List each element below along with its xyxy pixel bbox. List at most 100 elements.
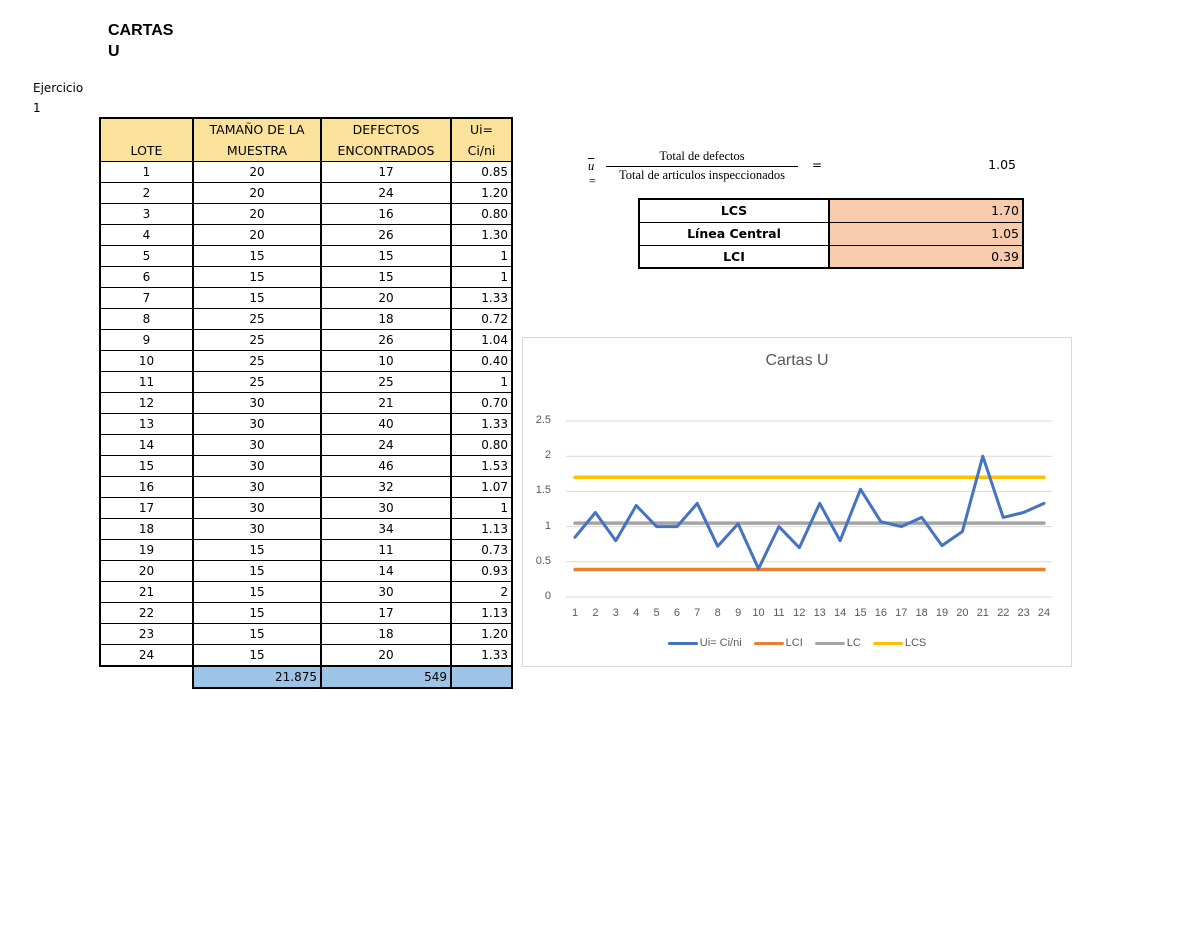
cell-lote[interactable]: 21 (99, 581, 194, 603)
cell-tamano[interactable]: 15 (192, 560, 322, 582)
cell-lote[interactable]: 1 (99, 161, 194, 183)
cell-ui[interactable]: 1 (450, 245, 513, 267)
limit-label[interactable]: LCS (638, 198, 830, 223)
cell-lote[interactable]: 2 (99, 182, 194, 204)
cell-defectos[interactable]: 26 (320, 224, 452, 246)
cell-tamano[interactable]: 15 (192, 581, 322, 603)
cell-tamano[interactable]: 30 (192, 497, 322, 519)
cell-ui[interactable]: 1.20 (450, 623, 513, 645)
cell-ui[interactable]: 0.80 (450, 434, 513, 456)
cell-defectos[interactable]: 16 (320, 203, 452, 225)
cell-lote[interactable]: 22 (99, 602, 194, 624)
header-ui[interactable]: Ui= Ci/ni (450, 117, 513, 162)
cell-lote[interactable]: 17 (99, 497, 194, 519)
cell-ui[interactable]: 1.30 (450, 224, 513, 246)
cell-tamano[interactable]: 30 (192, 434, 322, 456)
cell-ui[interactable]: 1.04 (450, 329, 513, 351)
formula-value[interactable]: 1.05 (988, 157, 1016, 172)
cell-defectos[interactable]: 18 (320, 308, 452, 330)
cell-defectos[interactable]: 14 (320, 560, 452, 582)
cell-ui[interactable]: 2 (450, 581, 513, 603)
cell-tamano[interactable]: 25 (192, 329, 322, 351)
cell-tamano[interactable]: 15 (192, 644, 322, 667)
cell-defectos[interactable]: 21 (320, 392, 452, 414)
limit-value[interactable]: 1.05 (828, 221, 1024, 246)
cell-defectos[interactable]: 26 (320, 329, 452, 351)
cell-defectos[interactable]: 24 (320, 434, 452, 456)
cell-defectos[interactable]: 30 (320, 497, 452, 519)
legend-item[interactable]: Ui= Ci/ni (667, 637, 742, 649)
cell-defectos[interactable]: 32 (320, 476, 452, 498)
cell-tamano[interactable]: 15 (192, 287, 322, 309)
total-ui[interactable] (450, 665, 513, 689)
cell-defectos[interactable]: 15 (320, 266, 452, 288)
cell-tamano[interactable]: 20 (192, 203, 322, 225)
cell-lote[interactable]: 6 (99, 266, 194, 288)
limit-label[interactable]: Línea Central (638, 221, 830, 246)
cell-lote[interactable]: 10 (99, 350, 194, 372)
cell-ui[interactable]: 1.07 (450, 476, 513, 498)
cell-defectos[interactable]: 17 (320, 161, 452, 183)
cell-tamano[interactable]: 20 (192, 161, 322, 183)
legend-item[interactable]: LC (814, 637, 861, 649)
cell-tamano[interactable]: 30 (192, 455, 322, 477)
cell-tamano[interactable]: 25 (192, 371, 322, 393)
cell-lote[interactable]: 16 (99, 476, 194, 498)
cell-lote[interactable]: 4 (99, 224, 194, 246)
cell-lote[interactable]: 8 (99, 308, 194, 330)
cell-lote[interactable]: 24 (99, 644, 194, 667)
cell-tamano[interactable]: 15 (192, 245, 322, 267)
cell-ui[interactable]: 1.33 (450, 644, 513, 667)
cell-defectos[interactable]: 11 (320, 539, 452, 561)
cell-tamano[interactable]: 30 (192, 413, 322, 435)
cell-ui[interactable]: 0.72 (450, 308, 513, 330)
limit-label[interactable]: LCI (638, 244, 830, 269)
cell-defectos[interactable]: 20 (320, 287, 452, 309)
cell-ui[interactable]: 1.53 (450, 455, 513, 477)
cell-ui[interactable]: 1.33 (450, 413, 513, 435)
cell-lote[interactable]: 15 (99, 455, 194, 477)
cell-ui[interactable]: 0.93 (450, 560, 513, 582)
cell-lote[interactable]: 13 (99, 413, 194, 435)
cell-lote[interactable]: 5 (99, 245, 194, 267)
cell-tamano[interactable]: 15 (192, 623, 322, 645)
cell-ui[interactable]: 0.40 (450, 350, 513, 372)
cell-defectos[interactable]: 46 (320, 455, 452, 477)
cell-tamano[interactable]: 15 (192, 266, 322, 288)
cell-ui[interactable]: 0.80 (450, 203, 513, 225)
cell-tamano[interactable]: 30 (192, 476, 322, 498)
header-tamano[interactable]: TAMAÑO DE LA MUESTRA (192, 117, 322, 162)
cell-ui[interactable]: 0.85 (450, 161, 513, 183)
cell-tamano[interactable]: 25 (192, 350, 322, 372)
total-tamano[interactable]: 21.875 (192, 665, 322, 689)
cell-defectos[interactable]: 34 (320, 518, 452, 540)
cell-defectos[interactable]: 18 (320, 623, 452, 645)
cell-ui[interactable]: 1 (450, 266, 513, 288)
cell-lote[interactable]: 20 (99, 560, 194, 582)
cell-ui[interactable]: 1 (450, 371, 513, 393)
cell-lote[interactable]: 11 (99, 371, 194, 393)
cell-defectos[interactable]: 30 (320, 581, 452, 603)
cell-tamano[interactable]: 20 (192, 182, 322, 204)
cell-defectos[interactable]: 20 (320, 644, 452, 667)
cell-lote[interactable]: 3 (99, 203, 194, 225)
limit-value[interactable]: 1.70 (828, 198, 1024, 223)
cell-tamano[interactable]: 30 (192, 392, 322, 414)
cell-ui[interactable]: 0.70 (450, 392, 513, 414)
cell-defectos[interactable]: 15 (320, 245, 452, 267)
cell-lote[interactable]: 19 (99, 539, 194, 561)
total-defectos[interactable]: 549 (320, 665, 452, 689)
cell-tamano[interactable]: 25 (192, 308, 322, 330)
limit-value[interactable]: 0.39 (828, 244, 1024, 269)
cell-ui[interactable]: 1 (450, 497, 513, 519)
cell-lote[interactable]: 18 (99, 518, 194, 540)
cell-tamano[interactable]: 30 (192, 518, 322, 540)
cell-defectos[interactable]: 25 (320, 371, 452, 393)
cell-ui[interactable]: 1.13 (450, 602, 513, 624)
cell-lote[interactable]: 14 (99, 434, 194, 456)
u-chart[interactable]: Cartas U 0 0.5 1 1.5 2 2.5 1 2 3 4 5 6 7 8 9 10 11 12 13 14… (522, 337, 1072, 667)
legend-item[interactable]: LCS (872, 637, 926, 649)
cell-lote[interactable]: 7 (99, 287, 194, 309)
legend-item[interactable]: LCI (753, 637, 803, 649)
cell-tamano[interactable]: 20 (192, 224, 322, 246)
